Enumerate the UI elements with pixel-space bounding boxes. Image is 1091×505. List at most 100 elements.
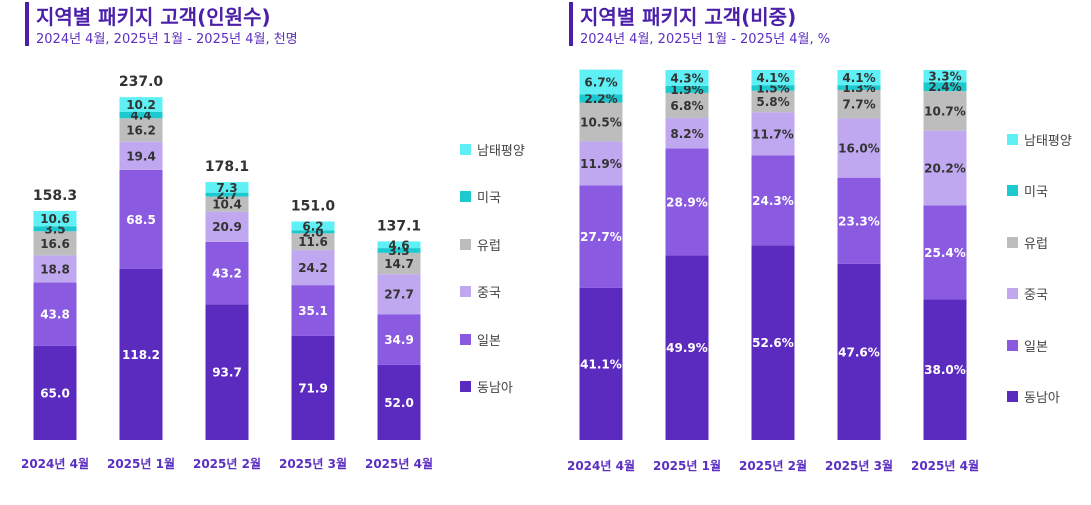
category-label-2024년-4월: 2024년 4월	[21, 456, 89, 471]
data-label-2025년-3월-일본: 35.1	[298, 304, 328, 318]
bar-2025년-4월-일본	[377, 314, 421, 365]
legend-swatch-동남아	[460, 381, 471, 392]
legend-swatch-미국	[1007, 185, 1018, 196]
bar-2025년-2월-유럽	[751, 90, 795, 113]
total-label-2024년-4월: 158.3	[33, 188, 77, 204]
bar-2025년-3월-일본	[291, 285, 335, 336]
right-chart-panel: 지역별 패키지 고객(비중) 2024년 4월, 2025년 1월 - 2025…	[545, 0, 1091, 505]
data-label-2024년-4월-중국: 11.9%	[580, 157, 622, 171]
bar-2025년-3월-남태평양	[837, 70, 881, 86]
legend-label-남태평양: 남태평양	[477, 143, 525, 159]
bar-2024년-4월-유럽	[33, 231, 77, 256]
legend-label-미국: 미국	[477, 191, 501, 206]
legend-item-미국: 미국	[1007, 182, 1048, 200]
bar-2025년-4월-남태평양	[377, 241, 421, 249]
category-label-2025년-2월: 2025년 2월	[739, 458, 807, 473]
left-chart-title: 지역별 패키지 고객(인원수)	[36, 5, 271, 29]
legend-label-일본: 일본	[1024, 339, 1048, 355]
legend-item-동남아: 동남아	[1007, 388, 1060, 406]
right-title-accent	[569, 2, 573, 46]
data-label-2025년-4월-일본: 25.4%	[924, 246, 966, 260]
legend-label-중국: 중국	[477, 286, 501, 301]
bar-2025년-1월-유럽	[665, 92, 709, 119]
legend-swatch-중국	[1007, 288, 1018, 299]
data-label-2025년-4월-일본: 34.9	[384, 333, 414, 347]
data-label-2025년-4월-중국: 27.7	[384, 288, 414, 302]
bar-2025년-1월-동남아	[665, 255, 709, 440]
bar-2024년-4월-미국	[579, 94, 623, 103]
bar-2025년-4월-미국	[923, 82, 967, 92]
left-chart-subtitle: 2024년 4월, 2025년 1월 - 2025년 4월, 천명	[36, 32, 298, 47]
legend-swatch-일본	[1007, 339, 1018, 351]
total-label-2025년-4월: 137.1	[377, 218, 421, 234]
data-label-2024년-4월-중국: 18.8	[40, 262, 70, 276]
bar-2025년-2월-미국	[205, 192, 249, 197]
bar-2025년-1월-중국	[665, 118, 709, 149]
bar-2025년-2월-일본	[751, 155, 795, 246]
legend-swatch-중국	[460, 286, 471, 297]
data-label-2025년-4월-미국: 2.4%	[928, 80, 961, 94]
data-label-2025년-2월-일본: 43.2	[212, 267, 242, 281]
legend-item-미국: 미국	[460, 188, 501, 206]
bar-2025년-4월-동남아	[923, 299, 967, 440]
total-label-2025년-3월: 151.0	[291, 198, 336, 214]
legend-swatch-동남아	[1007, 391, 1018, 402]
data-label-2024년-4월-유럽: 10.5%	[580, 115, 622, 129]
category-label-2025년-1월: 2025년 1월	[107, 456, 175, 471]
bar-2024년-4월-중국	[579, 141, 623, 186]
bar-2025년-3월-유럽	[291, 233, 335, 251]
legend-label-남태평양: 남태평양	[1024, 133, 1072, 149]
data-label-2024년-4월-남태평양: 10.6	[40, 212, 70, 226]
category-label-2025년-4월: 2025년 4월	[365, 456, 433, 471]
legend-item-일본: 일본	[460, 330, 501, 349]
bar-2025년-4월-중국	[923, 130, 967, 206]
data-label-2025년-3월-중국: 24.2	[298, 261, 328, 275]
bar-2025년-1월-남태평양	[119, 97, 163, 112]
legend-item-일본: 일본	[1007, 336, 1048, 355]
legend-swatch-일본	[460, 333, 471, 345]
data-label-2025년-4월-남태평양: 4.6	[388, 238, 409, 252]
category-label-2024년-4월: 2024년 4월	[567, 458, 635, 473]
data-label-2025년-1월-남태평양: 10.2	[126, 98, 156, 112]
right-chart-subtitle: 2024년 4월, 2025년 1월 - 2025년 4월, %	[580, 32, 831, 47]
data-label-2025년-3월-일본: 23.3%	[838, 214, 880, 228]
data-label-2024년-4월-유럽: 16.6	[40, 237, 70, 251]
bar-2025년-3월-남태평양	[291, 221, 335, 231]
bar-2025년-1월-남태평양	[665, 70, 709, 86]
data-label-2024년-4월-동남아: 65.0	[40, 386, 70, 400]
bar-2025년-1월-중국	[119, 141, 163, 170]
data-label-2025년-4월-남태평양: 3.3%	[928, 70, 961, 84]
legend-item-남태평양: 남태평양	[1007, 130, 1072, 149]
bar-2025년-4월-일본	[923, 205, 967, 300]
bar-2025년-4월-미국	[377, 248, 421, 253]
legend-item-동남아: 동남아	[460, 378, 513, 396]
bar-2025년-4월-유럽	[377, 252, 421, 275]
data-label-2025년-4월-중국: 20.2%	[924, 162, 966, 176]
bar-2025년-2월-미국	[751, 85, 795, 91]
bar-2024년-4월-중국	[33, 255, 77, 283]
bar-2025년-2월-일본	[205, 241, 249, 305]
category-label-2025년-3월: 2025년 3월	[279, 456, 347, 471]
bar-2025년-2월-중국	[751, 112, 795, 156]
data-label-2025년-3월-남태평양: 6.2	[302, 219, 323, 233]
data-label-2024년-4월-동남아: 41.1%	[580, 357, 622, 371]
category-label-2025년-3월: 2025년 3월	[825, 458, 893, 473]
legend-swatch-남태평양	[1007, 133, 1018, 145]
data-label-2025년-1월-중국: 8.2%	[670, 127, 703, 141]
legend-label-동남아: 동남아	[477, 381, 513, 396]
bar-2025년-3월-중국	[291, 250, 335, 286]
bar-2024년-4월-유럽	[579, 102, 623, 142]
data-label-2024년-4월-일본: 43.8	[40, 308, 70, 322]
bar-2025년-2월-중국	[205, 211, 249, 242]
bar-2024년-4월-일본	[33, 282, 77, 346]
legend-swatch-남태평양	[460, 143, 471, 155]
data-label-2025년-2월-유럽: 10.4	[212, 198, 242, 212]
data-label-2025년-2월-남태평양: 7.3	[216, 181, 237, 195]
legend-item-중국: 중국	[1007, 285, 1048, 303]
category-label-2025년-4월: 2025년 4월	[911, 458, 979, 473]
legend-swatch-미국	[460, 191, 471, 202]
bar-2024년-4월-남태평양	[33, 210, 77, 227]
data-label-2025년-3월-동남아: 47.6%	[838, 345, 880, 359]
bar-2025년-4월-남태평양	[923, 70, 967, 83]
